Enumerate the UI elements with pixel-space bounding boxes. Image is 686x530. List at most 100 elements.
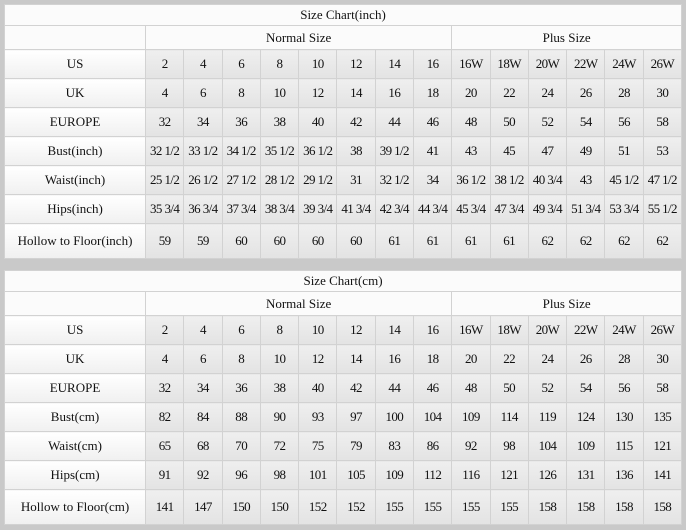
size-value-cell: 130 bbox=[604, 402, 644, 432]
size-value-cell: 26W bbox=[642, 315, 683, 345]
size-value-cell: 35 3/4 bbox=[144, 194, 185, 224]
size-chart-inch-table: Size Chart(inch) Normal Size Plus Size US… bbox=[4, 4, 683, 259]
size-value-cell: 26 bbox=[566, 78, 606, 108]
size-value-cell: 46 bbox=[412, 373, 453, 403]
table-row: US 2 4 6 8 10 12 14 16 16W 18W 20W 22W 24W 26W bbox=[4, 49, 683, 79]
size-value-cell: 41 3/4 bbox=[336, 194, 376, 224]
table-row: UK 4 6 8 10 12 14 16 18 20 22 24 26 28 30 bbox=[4, 344, 683, 374]
size-value-cell: 155 bbox=[451, 489, 491, 525]
size-value-cell: 54 bbox=[566, 107, 606, 137]
row-label: UK bbox=[4, 78, 146, 108]
size-value-cell: 158 bbox=[527, 489, 568, 525]
size-value-cell: 104 bbox=[527, 431, 568, 461]
size-value-cell: 155 bbox=[489, 489, 529, 525]
size-value-cell: 75 bbox=[298, 431, 338, 461]
size-value-cell: 50 bbox=[489, 373, 529, 403]
table-row: US 2 4 6 8 10 12 14 16 16W 18W 20W 22W 24W 26W bbox=[4, 315, 683, 345]
size-value-cell: 31 bbox=[336, 165, 376, 195]
size-value-cell: 6 bbox=[183, 344, 223, 374]
size-value-cell: 8 bbox=[259, 49, 300, 79]
size-value-cell: 83 bbox=[374, 431, 414, 461]
size-value-cell: 34 bbox=[183, 107, 223, 137]
size-value-cell: 28 bbox=[604, 78, 644, 108]
size-value-cell: 53 bbox=[642, 136, 683, 166]
size-value-cell: 92 bbox=[183, 460, 223, 490]
table-row: Hips(inch) 35 3/4 36 3/4 37 3/4 38 3/4 39 3/4… bbox=[4, 194, 683, 224]
size-value-cell: 49 bbox=[566, 136, 606, 166]
size-value-cell: 47 3/4 bbox=[489, 194, 529, 224]
size-value-cell: 20W bbox=[527, 49, 568, 79]
row-label: EUROPE bbox=[4, 107, 146, 137]
size-value-cell: 34 1/2 bbox=[221, 136, 261, 166]
size-value-cell: 34 bbox=[412, 165, 453, 195]
size-value-cell: 44 bbox=[374, 107, 414, 137]
size-value-cell: 24W bbox=[604, 315, 644, 345]
size-value-cell: 34 bbox=[183, 373, 223, 403]
size-value-cell: 45 bbox=[489, 136, 529, 166]
size-value-cell: 61 bbox=[412, 223, 453, 259]
size-value-cell: 38 bbox=[259, 107, 300, 137]
size-value-cell: 39 3/4 bbox=[298, 194, 338, 224]
size-value-cell: 16W bbox=[451, 315, 491, 345]
table-row: EUROPE 32 34 36 38 40 42 44 46 48 50 52 54 56 58 bbox=[4, 373, 683, 403]
size-value-cell: 10 bbox=[298, 315, 338, 345]
size-value-cell: 24 bbox=[527, 78, 568, 108]
size-value-cell: 20 bbox=[451, 78, 491, 108]
size-value-cell: 86 bbox=[412, 431, 453, 461]
row-label: Hips(cm) bbox=[4, 460, 146, 490]
size-value-cell: 8 bbox=[221, 78, 261, 108]
size-value-cell: 131 bbox=[566, 460, 606, 490]
size-value-cell: 32 1/2 bbox=[144, 136, 185, 166]
table-row: Waist(inch) 25 1/2 26 1/2 27 1/2 28 1/2 29 1/… bbox=[4, 165, 683, 195]
row-label: Hollow to Floor(cm) bbox=[4, 489, 146, 525]
size-value-cell: 88 bbox=[221, 402, 261, 432]
size-value-cell: 42 bbox=[336, 107, 376, 137]
size-value-cell: 109 bbox=[566, 431, 606, 461]
size-value-cell: 150 bbox=[221, 489, 261, 525]
size-value-cell: 109 bbox=[451, 402, 491, 432]
size-value-cell: 136 bbox=[604, 460, 644, 490]
size-value-cell: 126 bbox=[527, 460, 568, 490]
size-value-cell: 38 bbox=[259, 373, 300, 403]
row-label: Bust(inch) bbox=[4, 136, 146, 166]
size-value-cell: 62 bbox=[642, 223, 683, 259]
size-value-cell: 51 3/4 bbox=[566, 194, 606, 224]
size-value-cell: 6 bbox=[221, 315, 261, 345]
size-value-cell: 44 3/4 bbox=[412, 194, 453, 224]
size-value-cell: 4 bbox=[183, 49, 223, 79]
size-value-cell: 49 3/4 bbox=[527, 194, 568, 224]
size-value-cell: 90 bbox=[259, 402, 300, 432]
size-value-cell: 56 bbox=[604, 373, 644, 403]
size-value-cell: 16 bbox=[412, 315, 453, 345]
size-value-cell: 82 bbox=[144, 402, 185, 432]
size-value-cell: 42 bbox=[336, 373, 376, 403]
size-value-cell: 116 bbox=[451, 460, 491, 490]
size-value-cell: 79 bbox=[336, 431, 376, 461]
size-value-cell: 26W bbox=[642, 49, 683, 79]
size-value-cell: 60 bbox=[298, 223, 338, 259]
size-value-cell: 91 bbox=[144, 460, 185, 490]
size-value-cell: 36 3/4 bbox=[183, 194, 223, 224]
chart-title: Size Chart(inch) bbox=[4, 4, 682, 26]
size-value-cell: 18W bbox=[489, 49, 529, 79]
size-value-cell: 25 1/2 bbox=[144, 165, 185, 195]
size-value-cell: 62 bbox=[566, 223, 606, 259]
group-normal-size: Normal Size bbox=[144, 25, 453, 50]
size-value-cell: 59 bbox=[183, 223, 223, 259]
size-value-cell: 16W bbox=[451, 49, 491, 79]
table-row: Hips(cm) 91 92 96 98 101 105 109 112 116 121 126 131… bbox=[4, 460, 683, 490]
size-value-cell: 53 3/4 bbox=[604, 194, 644, 224]
table-row: Bust(cm) 82 84 88 90 93 97 100 104 109 114 119 124 13… bbox=[4, 402, 683, 432]
size-value-cell: 48 bbox=[451, 107, 491, 137]
size-value-cell: 10 bbox=[259, 344, 300, 374]
size-value-cell: 35 1/2 bbox=[259, 136, 300, 166]
size-value-cell: 10 bbox=[259, 78, 300, 108]
row-label: Waist(cm) bbox=[4, 431, 146, 461]
size-value-cell: 6 bbox=[183, 78, 223, 108]
size-value-cell: 26 1/2 bbox=[183, 165, 223, 195]
size-value-cell: 135 bbox=[642, 402, 683, 432]
size-value-cell: 115 bbox=[604, 431, 644, 461]
size-value-cell: 33 1/2 bbox=[183, 136, 223, 166]
table-row: Hollow to Floor(cm) 141 147 150 150 152 152 155… bbox=[4, 489, 683, 525]
table-row: EUROPE 32 34 36 38 40 42 44 46 48 50 52 54 56 58 bbox=[4, 107, 683, 137]
